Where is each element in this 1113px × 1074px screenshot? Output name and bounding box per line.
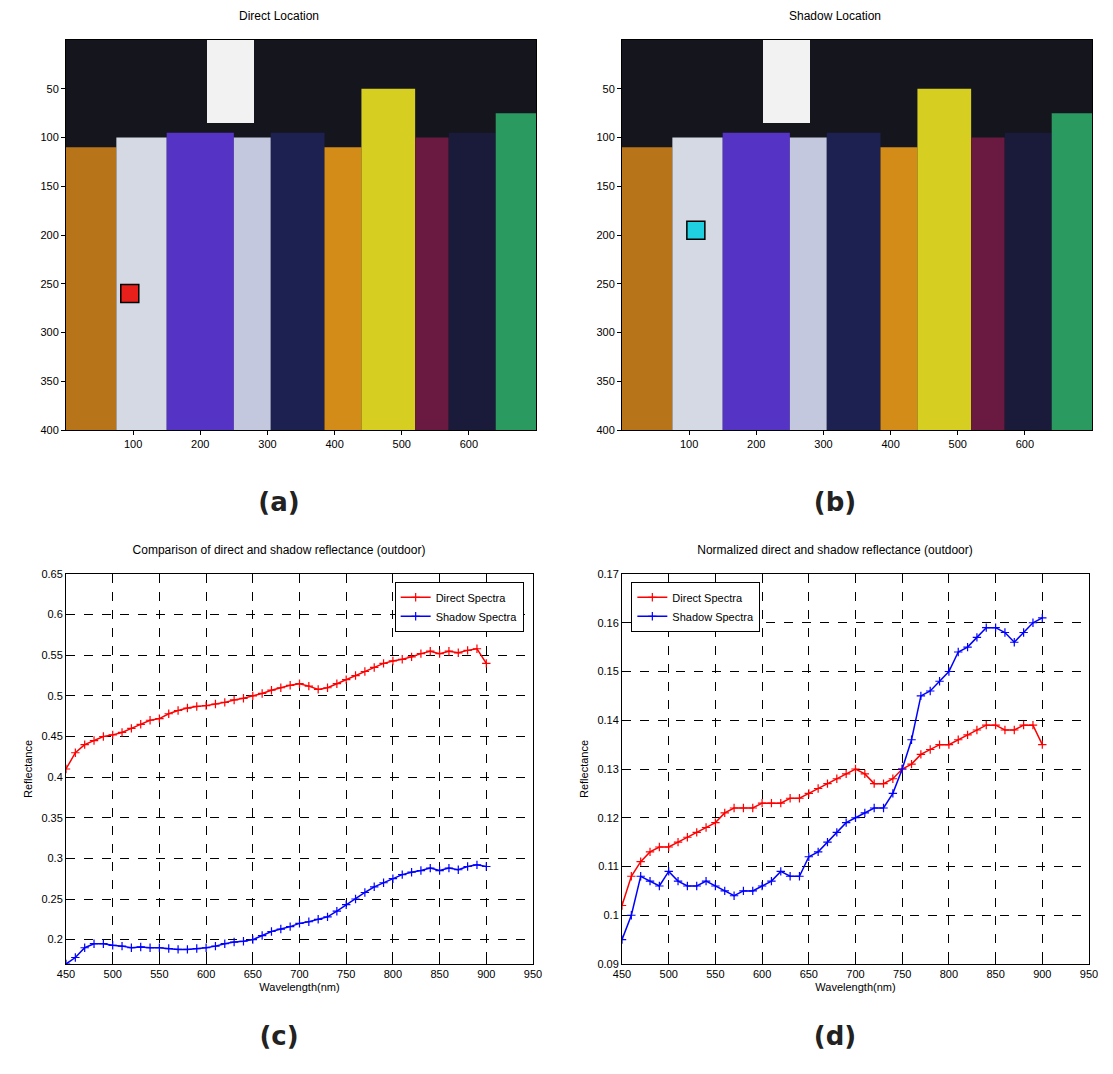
svg-text:Direct Location: Direct Location [239, 9, 319, 23]
svg-text:950: 950 [1080, 968, 1098, 980]
svg-text:300: 300 [40, 326, 58, 338]
svg-text:100: 100 [124, 438, 142, 450]
svg-text:0.25: 0.25 [41, 893, 62, 905]
svg-text:0.11: 0.11 [598, 860, 619, 872]
svg-text:0.3: 0.3 [48, 852, 63, 864]
svg-text:600: 600 [753, 968, 771, 980]
svg-text:Comparison of direct and shado: Comparison of direct and shadow reflecta… [133, 543, 426, 557]
svg-text:200: 200 [747, 438, 765, 450]
svg-text:0.6: 0.6 [48, 608, 63, 620]
svg-text:600: 600 [1016, 438, 1034, 450]
svg-text:750: 750 [893, 968, 911, 980]
svg-text:0.12: 0.12 [597, 812, 618, 824]
svg-text:750: 750 [337, 968, 355, 980]
svg-text:500: 500 [393, 438, 411, 450]
svg-text:Direct Spectra: Direct Spectra [672, 592, 743, 604]
svg-text:Shadow Spectra: Shadow Spectra [672, 611, 754, 623]
html-text:(a): (a) [258, 487, 300, 517]
svg-text:200: 200 [596, 229, 614, 241]
svg-text:900: 900 [1033, 968, 1051, 980]
svg-text:450: 450 [57, 968, 75, 980]
svg-text:800: 800 [940, 968, 958, 980]
svg-text:150: 150 [596, 180, 614, 192]
html-text:(c): (c) [259, 1021, 299, 1051]
svg-text:Reflectance: Reflectance [22, 740, 34, 798]
svg-text:200: 200 [191, 438, 209, 450]
svg-text:0.55: 0.55 [41, 649, 62, 661]
svg-text:300: 300 [814, 438, 832, 450]
svg-text:850: 850 [430, 968, 448, 980]
svg-text:50: 50 [603, 83, 615, 95]
svg-text:100: 100 [596, 131, 614, 143]
svg-text:450: 450 [613, 968, 631, 980]
svg-text:200: 200 [40, 229, 58, 241]
svg-text:300: 300 [596, 326, 614, 338]
svg-text:400: 400 [881, 438, 899, 450]
svg-text:0.15: 0.15 [597, 665, 618, 677]
svg-text:0.45: 0.45 [41, 730, 62, 742]
svg-text:0.17: 0.17 [597, 568, 618, 580]
svg-text:400: 400 [325, 438, 343, 450]
svg-text:550: 550 [150, 968, 168, 980]
svg-text:Wavelength(nm): Wavelength(nm) [259, 981, 339, 993]
html-text:(b): (b) [813, 487, 857, 517]
svg-text:500: 500 [104, 968, 122, 980]
svg-text:0.2: 0.2 [48, 933, 63, 945]
svg-text:50: 50 [47, 83, 59, 95]
svg-text:0.14: 0.14 [597, 714, 618, 726]
svg-text:500: 500 [660, 968, 678, 980]
svg-text:600: 600 [197, 968, 215, 980]
svg-text:Reflectance: Reflectance [578, 740, 590, 798]
svg-text:0.35: 0.35 [41, 812, 62, 824]
svg-text:0.65: 0.65 [41, 568, 62, 580]
svg-text:250: 250 [40, 278, 58, 290]
svg-text:100: 100 [680, 438, 698, 450]
svg-text:0.13: 0.13 [597, 763, 618, 775]
svg-text:Wavelength(nm): Wavelength(nm) [815, 981, 895, 993]
svg-text:800: 800 [384, 968, 402, 980]
svg-text:Shadow Spectra: Shadow Spectra [436, 611, 518, 623]
svg-text:0.5: 0.5 [48, 690, 63, 702]
svg-text:350: 350 [596, 375, 614, 387]
svg-text:0.16: 0.16 [597, 617, 618, 629]
svg-text:650: 650 [800, 968, 818, 980]
svg-text:400: 400 [40, 424, 58, 436]
svg-text:500: 500 [949, 438, 967, 450]
svg-text:100: 100 [40, 131, 58, 143]
svg-text:850: 850 [986, 968, 1004, 980]
svg-text:900: 900 [477, 968, 495, 980]
svg-text:0.09: 0.09 [597, 958, 618, 970]
svg-text:Normalized direct and shadow r: Normalized direct and shadow reflectance… [697, 543, 972, 557]
svg-text:700: 700 [846, 968, 864, 980]
svg-text:400: 400 [596, 424, 614, 436]
svg-text:300: 300 [258, 438, 276, 450]
html-text:(d): (d) [813, 1021, 857, 1051]
svg-text:150: 150 [40, 180, 58, 192]
svg-text:0.1: 0.1 [604, 909, 619, 921]
svg-text:Direct Spectra: Direct Spectra [436, 592, 507, 604]
svg-text:250: 250 [596, 278, 614, 290]
svg-text:700: 700 [290, 968, 308, 980]
svg-text:650: 650 [244, 968, 262, 980]
svg-text:550: 550 [706, 968, 724, 980]
svg-text:350: 350 [40, 375, 58, 387]
svg-text:0.4: 0.4 [48, 771, 63, 783]
svg-text:600: 600 [460, 438, 478, 450]
svg-text:950: 950 [524, 968, 542, 980]
svg-text:Shadow Location: Shadow Location [789, 9, 881, 23]
